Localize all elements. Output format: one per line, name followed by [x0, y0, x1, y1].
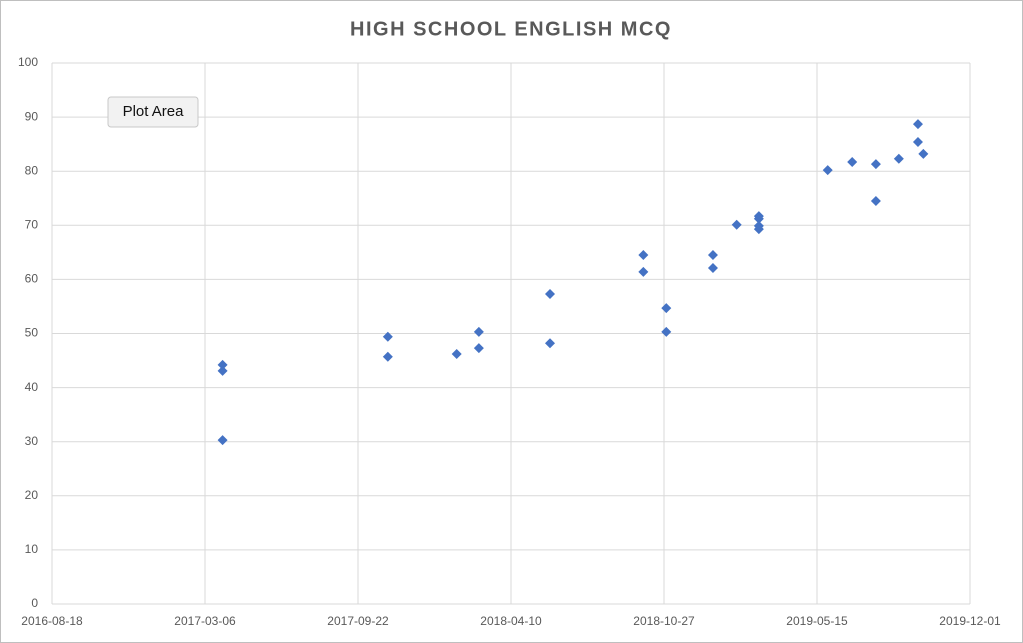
y-tick-label: 40 [25, 380, 39, 394]
point [753, 224, 764, 235]
x-tick-label: 2019-12-01 [939, 614, 1001, 628]
point [217, 435, 228, 446]
y-tick-label: 80 [25, 163, 39, 177]
tooltip-text: Plot Area [123, 103, 185, 120]
point [847, 157, 858, 168]
point [870, 159, 881, 170]
x-tick-label: 2017-09-22 [327, 614, 389, 628]
point [638, 266, 649, 277]
y-tick-label: 0 [31, 596, 38, 610]
point [822, 165, 833, 176]
point [473, 326, 484, 337]
point [382, 331, 393, 342]
x-tick-label: 2016-08-18 [21, 614, 83, 628]
x-tick-label: 2017-03-06 [174, 614, 236, 628]
point [661, 326, 672, 337]
y-tick-label: 70 [25, 217, 39, 231]
y-tick-label: 100 [18, 55, 38, 69]
tooltip: Plot Area [107, 96, 199, 128]
point [912, 119, 923, 130]
point [893, 153, 904, 164]
point [707, 263, 718, 274]
y-tick-label: 30 [25, 434, 39, 448]
point [217, 365, 228, 376]
point [707, 250, 718, 261]
y-tick-label: 90 [25, 109, 39, 123]
point [912, 136, 923, 147]
point [661, 303, 672, 314]
y-tick-label: 50 [25, 326, 39, 340]
tooltip-box [107, 96, 199, 128]
x-tick-label: 2018-04-10 [480, 614, 542, 628]
point [217, 359, 228, 370]
chart-title: HIGH SCHOOL ENGLISH MCQ [350, 18, 672, 40]
point [451, 349, 462, 360]
y-tick-label: 60 [25, 272, 39, 286]
y-tick-label: 10 [25, 542, 39, 556]
point [473, 343, 484, 354]
point [545, 338, 556, 349]
point [731, 219, 742, 230]
x-tick-label: 2019-05-15 [786, 614, 848, 628]
point [545, 289, 556, 300]
point [870, 195, 881, 206]
x-tick-label: 2018-10-27 [633, 614, 695, 628]
point [638, 250, 649, 261]
point [918, 148, 929, 159]
point [382, 351, 393, 362]
point [753, 213, 764, 224]
y-tick-label: 20 [25, 488, 39, 502]
